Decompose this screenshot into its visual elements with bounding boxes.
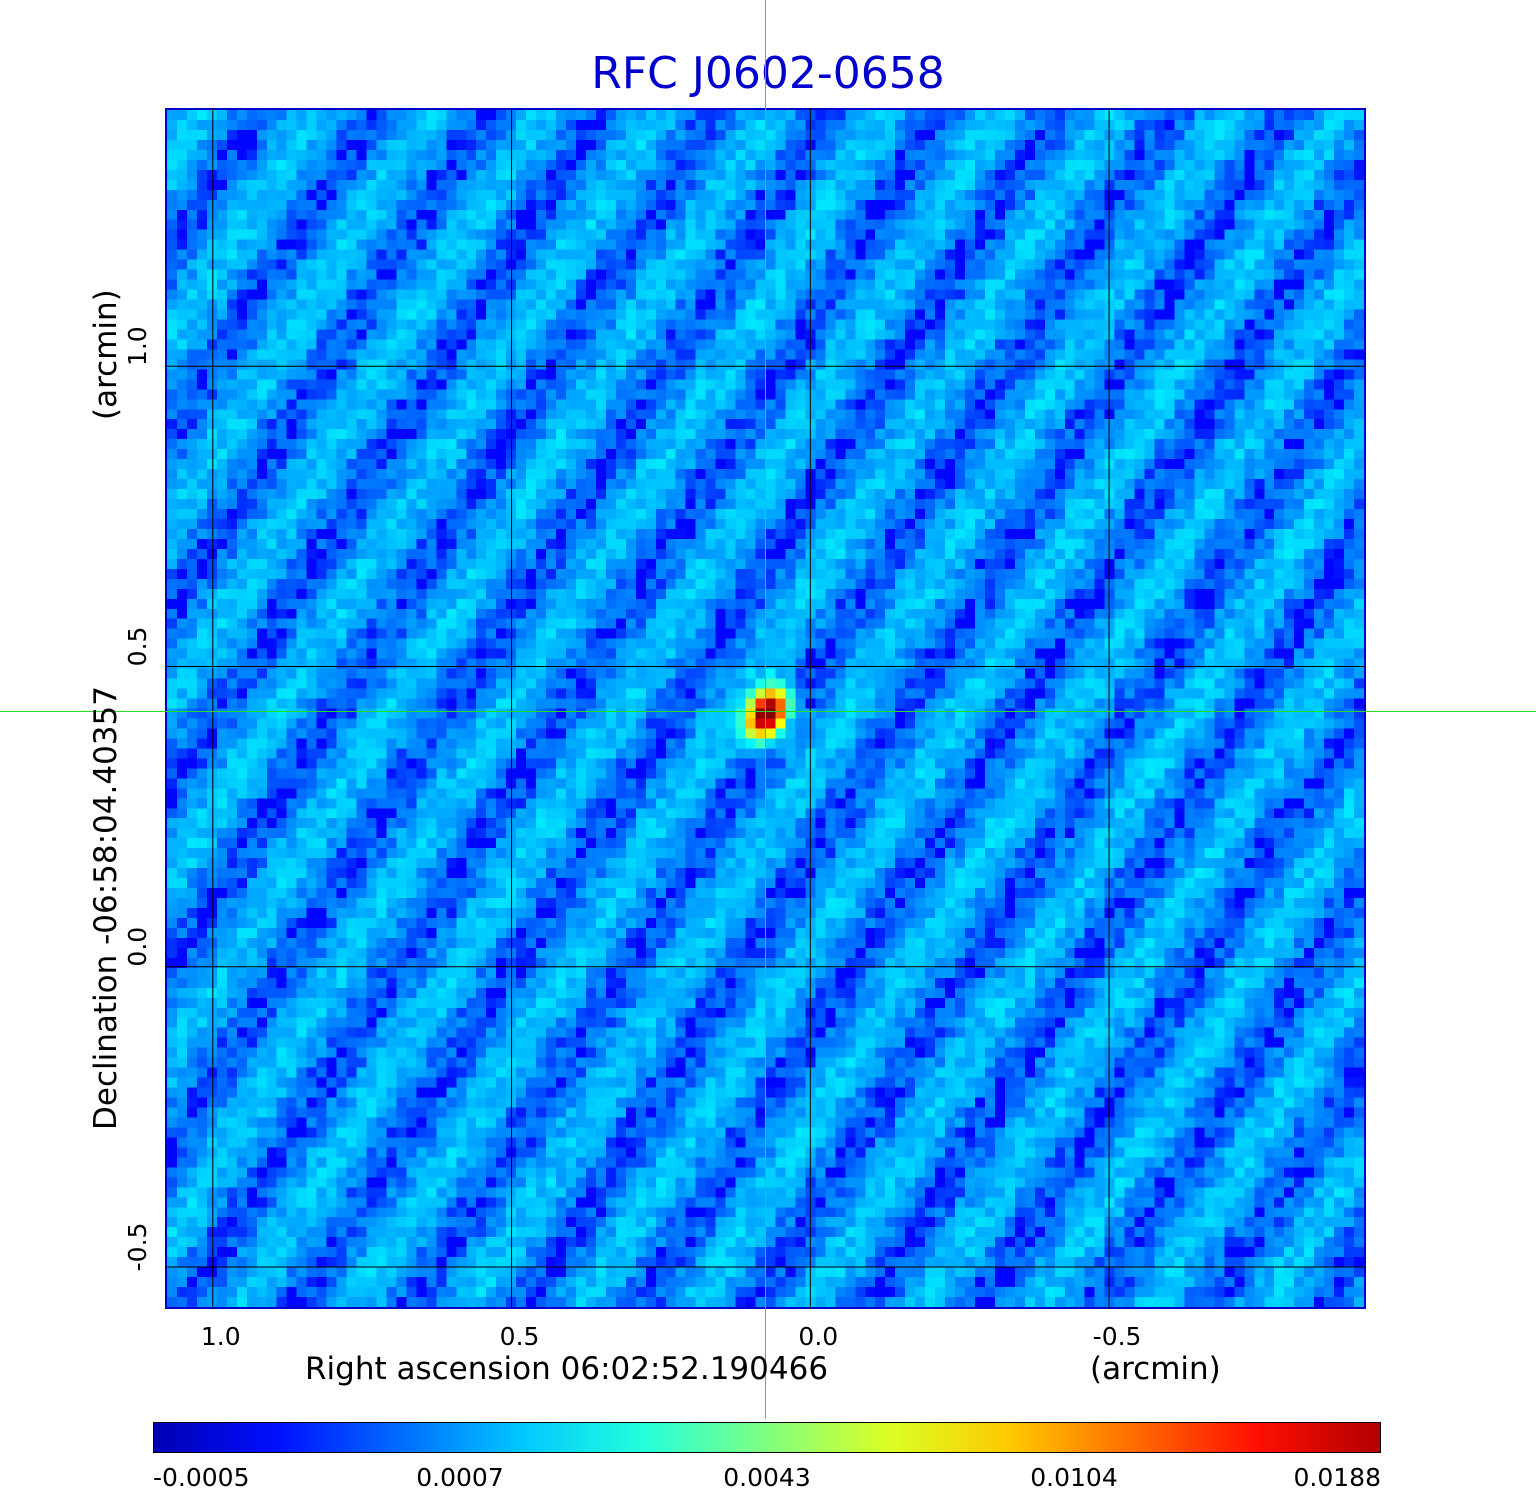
x-tick-labels: 1.0 0.5 0.0 -0.5 — [201, 1322, 1142, 1351]
image-map-frame[interactable] — [165, 108, 1366, 1309]
colorbar — [153, 1422, 1381, 1453]
y-tick-label: 1.0 — [123, 326, 152, 366]
x-tick-label: 0.5 — [500, 1322, 540, 1351]
y-tick-label: 0.5 — [123, 627, 152, 667]
colorbar-tick-label: 0.0104 — [1030, 1463, 1117, 1492]
x-axis-unit: (arcmin) — [1090, 1351, 1221, 1387]
intensity-map[interactable] — [167, 110, 1364, 1307]
colorbar-tick-label: 0.0043 — [723, 1463, 810, 1492]
y-axis-unit: (arcmin) — [88, 289, 124, 420]
y-axis-label: Declination -06:58:04.40357 — [88, 686, 124, 1130]
colorbar-tick-labels: -0.0005 0.0007 0.0043 0.0104 0.0188 — [153, 1463, 1381, 1492]
x-tick-label: -0.5 — [1093, 1322, 1142, 1351]
y-tick-label: -0.5 — [123, 1223, 152, 1272]
x-axis-label: Right ascension 06:02:52.190466 — [305, 1351, 828, 1387]
y-tick-labels: 1.0 0.5 0.0 -0.5 — [123, 326, 152, 1271]
y-tick-label: 0.0 — [123, 927, 152, 967]
colorbar-tick-label: -0.0005 — [153, 1463, 250, 1492]
x-tick-label: 0.0 — [798, 1322, 838, 1351]
x-tick-label: 1.0 — [201, 1322, 241, 1351]
chart-title: RFC J0602-0658 — [591, 48, 945, 99]
colorbar-tick-label: 0.0188 — [1294, 1463, 1381, 1492]
colorbar-tick-label: 0.0007 — [416, 1463, 503, 1492]
